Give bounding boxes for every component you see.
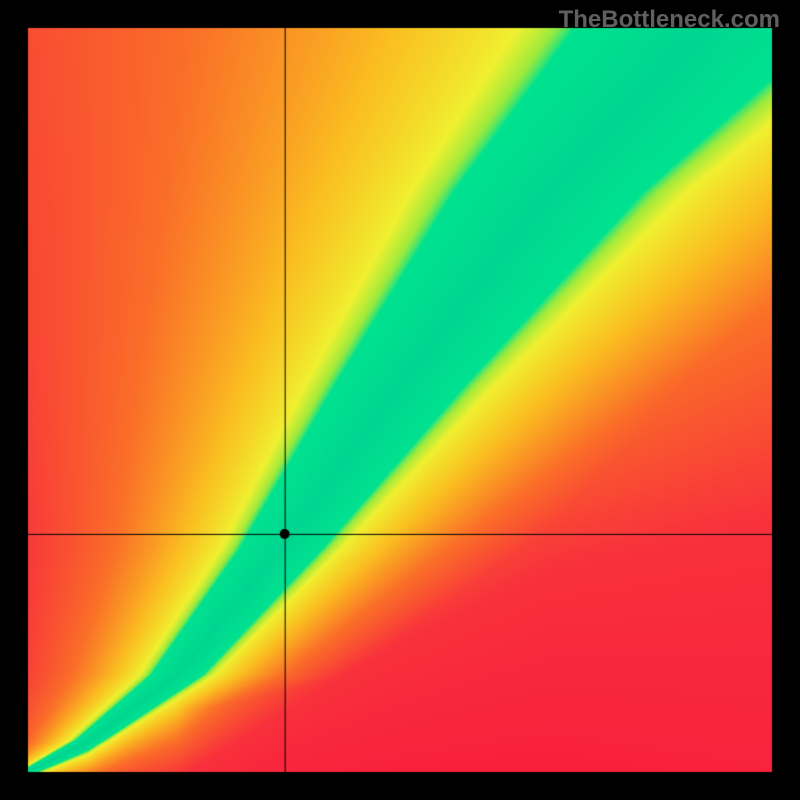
chart-container: TheBottleneck.com (0, 0, 800, 800)
watermark-text: TheBottleneck.com (559, 6, 780, 34)
bottleneck-heatmap (0, 0, 800, 800)
